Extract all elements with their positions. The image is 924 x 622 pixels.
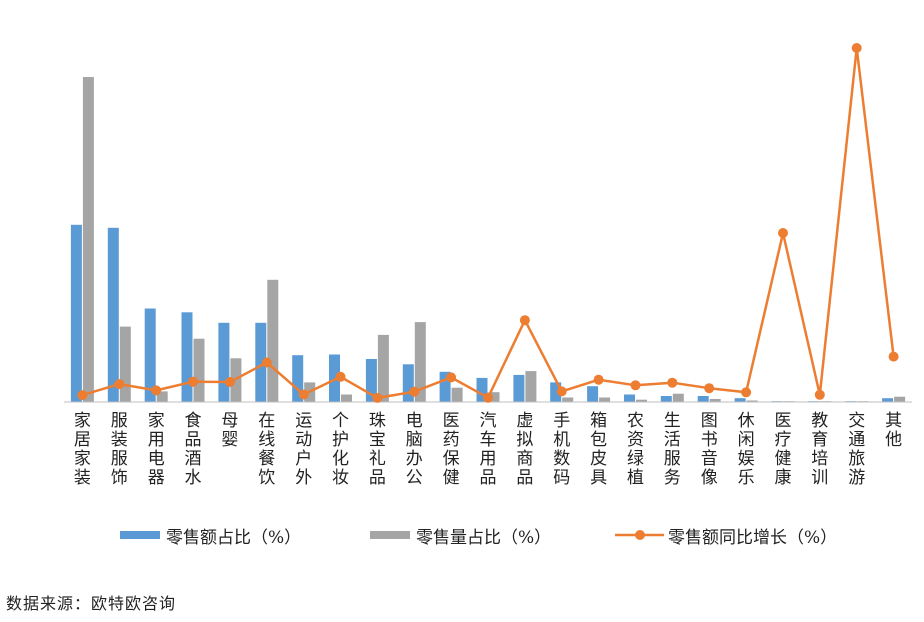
bar-share-amount bbox=[292, 355, 304, 402]
legend-swatch-share-amount bbox=[120, 531, 160, 539]
growth-point bbox=[778, 228, 788, 238]
bar-share-amount bbox=[144, 308, 156, 402]
bar-share-amount bbox=[660, 396, 672, 402]
category-label: 生活服务 bbox=[664, 411, 681, 488]
bar-share-amount bbox=[218, 322, 230, 402]
growth-point bbox=[851, 43, 862, 53]
growth-point bbox=[335, 371, 346, 382]
legend-swatch-share-volume bbox=[370, 531, 410, 539]
bar-share-amount bbox=[734, 398, 746, 402]
growth-point bbox=[151, 385, 162, 396]
bar-share-volume bbox=[193, 338, 205, 402]
bar-share-amount bbox=[107, 227, 119, 402]
growth-line-series bbox=[77, 43, 899, 403]
category-label: 农资绿植 bbox=[627, 411, 644, 488]
growth-point bbox=[630, 380, 641, 391]
bar-share-amount bbox=[550, 382, 562, 402]
source-note: 数据来源：欧特欧咨询 bbox=[6, 594, 177, 613]
category-label: 手机数码 bbox=[553, 411, 570, 488]
category-label: 汽车用品 bbox=[480, 411, 497, 488]
category-label: 个护化妆 bbox=[332, 411, 349, 488]
category-labels: 家居家装 服装服饰 家用电器 食品酒水 母婴 在线餐饮 运动户外 个护化妆 珠宝礼品 电脑办公 医药… bbox=[74, 411, 902, 488]
category-label: 虚拟商品 bbox=[516, 411, 533, 488]
bar-share-volume bbox=[451, 387, 463, 402]
bar-share-amount bbox=[329, 354, 340, 402]
category-label: 交通旅游 bbox=[848, 411, 865, 488]
bar-share-amount bbox=[70, 224, 82, 402]
category-label: 在线餐饮 bbox=[258, 411, 275, 488]
bar-share-volume bbox=[267, 279, 279, 402]
category-label: 图书音像 bbox=[701, 411, 718, 488]
bar-share-volume bbox=[562, 397, 574, 402]
bar-share-amount bbox=[402, 364, 414, 402]
category-label: 休闲娱乐 bbox=[738, 411, 755, 488]
legend-marker-growth bbox=[635, 530, 645, 540]
bar-share-volume bbox=[156, 391, 168, 402]
growth-point bbox=[593, 374, 604, 385]
category-label: 母婴 bbox=[221, 411, 238, 450]
category-label: 珠宝礼品 bbox=[369, 411, 386, 488]
bar-share-amount bbox=[697, 396, 709, 402]
bar-share-amount bbox=[181, 312, 193, 402]
growth-point bbox=[888, 351, 899, 362]
legend-label-growth: 零售额同比增长（%） bbox=[668, 528, 837, 548]
bar-share-volume bbox=[709, 399, 721, 402]
growth-point bbox=[372, 392, 383, 403]
growth-point bbox=[814, 389, 825, 400]
growth-point bbox=[556, 386, 567, 397]
bar-share-volume bbox=[341, 394, 352, 402]
legend-item-share-volume: 零售量占比（%） bbox=[370, 528, 551, 548]
bar-share-volume bbox=[746, 400, 758, 402]
growth-point bbox=[446, 372, 457, 383]
bar-share-volume bbox=[119, 326, 131, 402]
growth-point bbox=[667, 377, 678, 388]
category-label: 家居家装 bbox=[74, 411, 91, 488]
category-label: 食品酒水 bbox=[185, 411, 202, 488]
growth-point bbox=[519, 315, 530, 326]
bar-share-volume bbox=[672, 393, 684, 402]
growth-point bbox=[483, 392, 493, 403]
category-label: 家用电器 bbox=[148, 411, 165, 488]
bar-share-amount bbox=[255, 322, 267, 402]
category-label: 箱包皮具 bbox=[590, 411, 607, 488]
legend-label-share-volume: 零售量占比（%） bbox=[416, 528, 551, 548]
legend-item-growth: 零售额同比增长（%） bbox=[615, 528, 837, 548]
bar-share-volume bbox=[377, 334, 389, 402]
category-label: 服装服饰 bbox=[111, 411, 128, 488]
growth-point bbox=[77, 390, 88, 401]
category-label: 医疗健康 bbox=[775, 411, 792, 488]
growth-point bbox=[224, 377, 235, 387]
bar-share-amount bbox=[476, 377, 488, 402]
bar-share-volume bbox=[82, 77, 94, 402]
bar-share-volume bbox=[414, 322, 426, 402]
category-label: 电脑办公 bbox=[406, 411, 423, 488]
bar-share-volume bbox=[488, 392, 500, 402]
growth-point bbox=[298, 389, 309, 400]
category-label: 运动户外 bbox=[295, 411, 312, 488]
legend-item-share-amount: 零售额占比（%） bbox=[120, 528, 301, 548]
category-label: 其他 bbox=[885, 411, 902, 450]
growth-point bbox=[188, 376, 198, 387]
category-label: 医药保健 bbox=[443, 411, 460, 488]
bar-share-amount bbox=[439, 371, 451, 402]
growth-point bbox=[114, 379, 125, 390]
bar-share-volume bbox=[525, 371, 537, 402]
growth-point bbox=[409, 386, 420, 397]
growth-point bbox=[261, 357, 272, 368]
bar-share-volume bbox=[636, 399, 647, 402]
bar-share-volume bbox=[599, 397, 611, 402]
bar-share-volume bbox=[894, 396, 906, 402]
bar-share-amount bbox=[513, 374, 525, 402]
category-label: 教育培训 bbox=[811, 411, 828, 488]
bar-share-amount bbox=[624, 394, 635, 402]
legend: 零售额占比（%） 零售量占比（%） 零售额同比增长（%） bbox=[120, 528, 837, 548]
legend-label-share-amount: 零售额占比（%） bbox=[166, 528, 301, 548]
bar-share-amount bbox=[365, 359, 377, 402]
growth-point bbox=[741, 387, 752, 398]
primary-bars bbox=[70, 224, 894, 402]
bar-share-amount bbox=[882, 398, 894, 402]
growth-point bbox=[704, 383, 715, 394]
bar-share-amount bbox=[587, 386, 599, 402]
